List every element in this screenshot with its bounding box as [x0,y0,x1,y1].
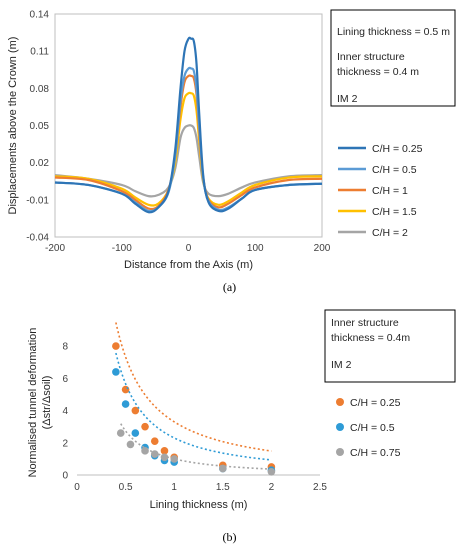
data-point-b-1-0 [112,368,120,376]
y-tick-label-b-3: 6 [62,374,68,385]
x-tick-label-a-4: 200 [314,243,331,254]
legend-marker-b-2 [336,448,344,456]
x-tick-label-a-1: -100 [112,243,132,254]
data-point-b-2-7 [267,467,276,476]
y-tick-label-a-2: 0.08 [30,84,50,95]
legend-label-b-0: C/H = 0.25 [350,397,401,409]
trendline-b-1 [115,352,272,461]
annotation-line-b-1: thickness = 0.4m [331,332,410,344]
y-tick-label-a-3: 0.05 [30,121,50,132]
data-point-b-0-4 [150,437,159,445]
data-point-b-2-5 [170,455,178,463]
caption-b: (b) [222,530,237,544]
legend-label-a-1: C/H = 0.5 [372,164,417,176]
annotation-line-a-0: Lining thickness = 0.5 m [337,26,450,38]
y-axis-label-a: Displacements above the Crown (m) [7,37,19,215]
annotation-line-b-0: Inner structure [331,317,399,329]
x-tick-label-a-2: 0 [186,243,192,254]
legend-marker-b-0 [336,398,344,406]
data-point-b-2-0 [116,429,125,437]
y-tick-label-a-6: -0.04 [26,233,49,244]
legend-label-a-0: C/H = 0.25 [372,143,423,155]
data-point-b-0-5 [160,447,169,455]
data-point-b-0-3 [141,422,149,431]
x-axis-label-b: Lining thickness (m) [150,499,248,511]
y-tick-label-b-0: 0 [62,471,68,482]
x-tick-label-b-5: 2.5 [313,482,327,493]
legend-label-b-2: C/H = 0.75 [350,447,401,459]
trendline-b-2 [120,423,271,470]
legend-label-a-2: C/H = 1 [372,185,408,197]
y-tick-label-b-2: 4 [62,406,68,417]
series-line-a-0 [54,36,323,214]
data-point-b-1-2 [131,429,140,437]
legend-label-a-3: C/H = 1.5 [372,206,417,218]
legend-marker-b-1 [336,423,344,431]
series-line-a-3 [54,91,323,207]
x-tick-label-b-3: 1.5 [216,482,230,493]
data-point-b-2-1 [126,440,135,449]
chart-b-normalised-deformation: 0 2 4 6 8 0 0.5 1 1.5 2 2.5 Lining thickness (m) Nor… [27,309,456,511]
annotation-box-a [330,9,456,107]
data-point-b-2-4 [160,453,169,462]
data-point-b-1-1 [121,400,130,408]
annotation-line-a-1: Inner structure [337,51,405,63]
annotation-line-a-2: thickness = 0.4 m [337,66,419,78]
data-point-b-0-1 [121,385,130,394]
y-tick-label-a-1: 0.11 [30,47,49,58]
x-axis-label-a: Distance from the Axis (m) [124,259,253,271]
x-tick-label-a-0: -200 [45,243,65,254]
legend-label-b-1: C/H = 0.5 [350,422,395,434]
data-point-b-2-3 [150,450,159,458]
y-tick-label-a-0: 0.14 [30,10,50,21]
chart-a-displacements: 0.14 0.11 0.08 0.05 0.02 -0.01 -0.04-200 -100 0 1… [7,9,456,271]
data-point-b-2-2 [141,447,149,455]
annotation-box-b [324,309,456,383]
series-line-a-2 [54,74,323,211]
data-point-b-0-2 [131,406,140,415]
y-tick-label-a-4: 0.02 [30,158,50,169]
y-tick-label-b-1: 2 [62,438,68,449]
annotation-line-a-3: IM 2 [337,93,358,105]
y-axis-label-b-line2: (Δstr/Δsoil) [41,376,53,430]
data-point-b-2-6 [219,464,227,473]
annotation-line-b-2: IM 2 [331,359,352,371]
legend-label-a-4: C/H = 2 [372,227,408,239]
trendline-b-0 [115,322,272,452]
data-point-b-0-0 [112,342,120,350]
y-tick-label-a-5: -0.01 [26,195,49,206]
x-tick-label-b-0: 0 [74,482,80,493]
y-tick-label-b-4: 8 [62,342,68,353]
series-line-a-4 [54,124,323,198]
x-tick-label-a-3: 100 [247,243,264,254]
y-axis-label-b-line1: Normalised tunnel deformation [27,328,39,478]
x-tick-label-b-2: 1 [171,482,177,493]
caption-a: (a) [222,280,237,294]
x-tick-label-b-1: 0.5 [119,482,133,493]
x-tick-label-b-4: 2 [269,482,275,493]
